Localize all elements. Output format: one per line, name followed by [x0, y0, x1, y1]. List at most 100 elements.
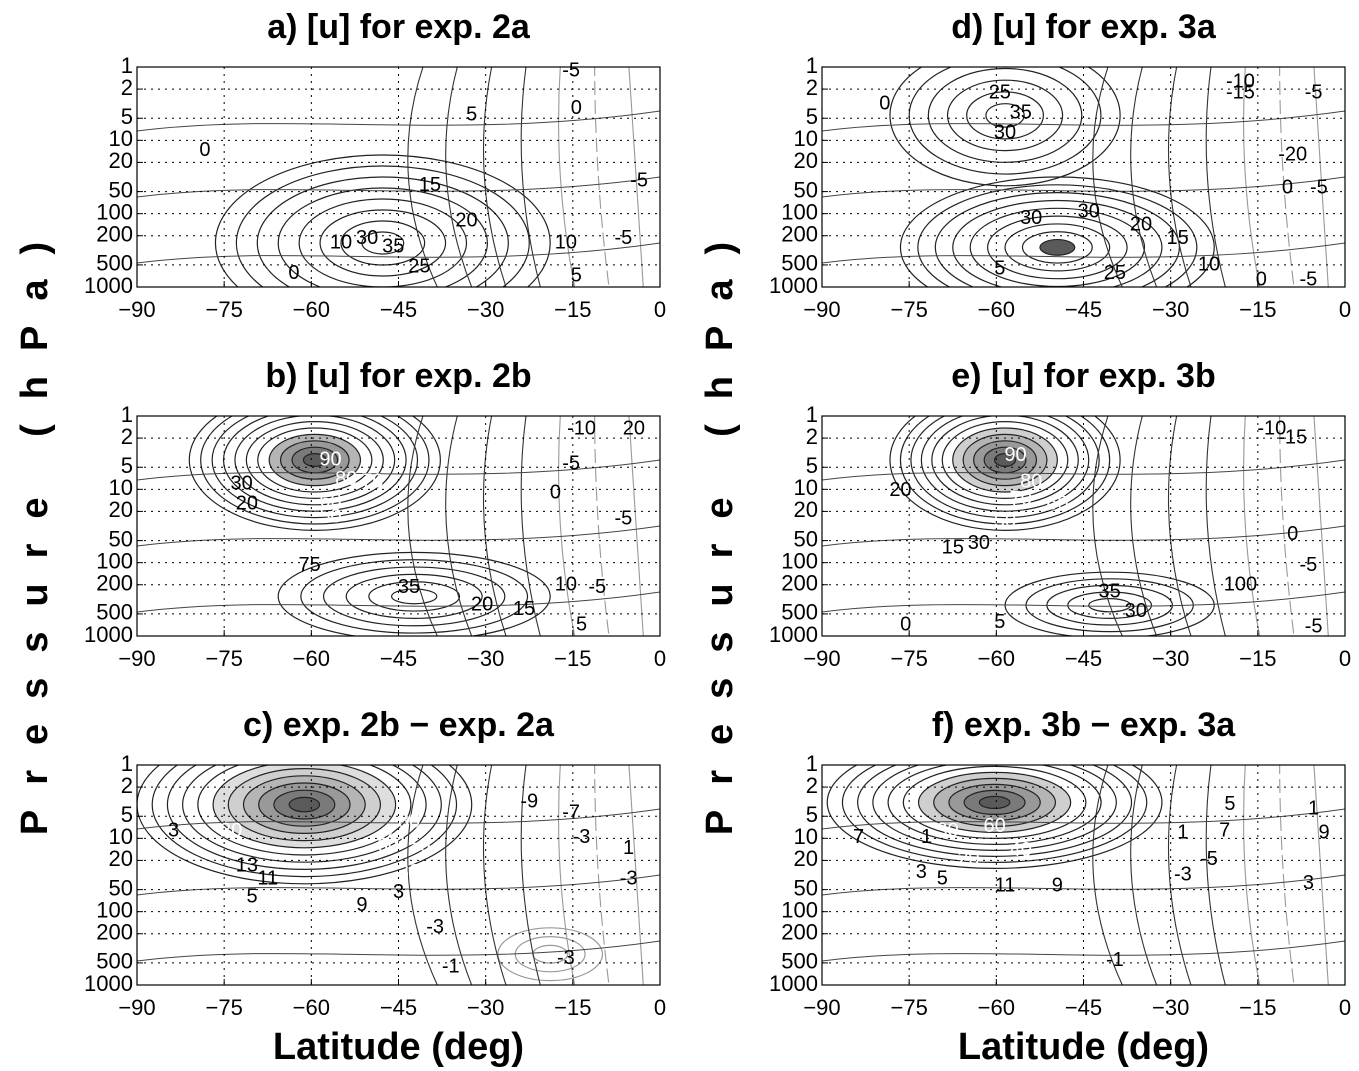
contour-line — [1092, 765, 1123, 985]
x-tick-label: 0 — [1339, 995, 1351, 1020]
y-tick-label: 2 — [121, 75, 133, 100]
contour-label: 3 — [393, 881, 404, 903]
contour-label: -1 — [442, 956, 460, 978]
contour-line — [558, 416, 576, 636]
contour-label: 3 — [168, 819, 179, 841]
y-tick-label: 100 — [781, 897, 818, 922]
y-tick-label: 20 — [109, 497, 133, 522]
x-tick-label: −30 — [1152, 297, 1189, 322]
contour-label: -5 — [1305, 82, 1323, 104]
contour-line — [899, 416, 1111, 525]
contour-line — [137, 459, 660, 481]
y-tick-label: 500 — [781, 949, 818, 974]
y-tick-label: 10 — [794, 126, 818, 151]
contour-label: 60 — [319, 490, 341, 512]
y-tick-label: 100 — [96, 548, 133, 573]
contour-line — [931, 416, 1079, 506]
contour-label: 20 — [220, 819, 242, 841]
contour-label: 0 — [199, 139, 210, 161]
contour-line — [826, 765, 1163, 869]
contour-line — [978, 795, 1011, 810]
y-tick-label: 5 — [806, 802, 818, 827]
x-tick-label: −60 — [293, 297, 330, 322]
y-tick-label: 10 — [794, 824, 818, 849]
contour-label: 10 — [555, 574, 577, 596]
contour-label: 30 — [1125, 600, 1147, 622]
x-tick-label: −15 — [554, 646, 591, 671]
contour-line — [1243, 765, 1261, 985]
contour-line — [245, 421, 384, 500]
contour-line — [822, 874, 1345, 896]
y-tick-label: 200 — [96, 222, 133, 247]
panel-title: e) [u] for exp. 3b — [951, 357, 1215, 395]
x-tick-label: −30 — [467, 646, 504, 671]
x-tick-label: −75 — [206, 297, 243, 322]
panel: c) exp. 2b − exp. 2a −90 −75 −60 −45 −30 −15 0 1… — [84, 706, 666, 1068]
contour-label: 5 — [466, 104, 477, 126]
y-tick-label: 1000 — [769, 273, 818, 298]
contour-line — [319, 209, 447, 277]
contour-line — [899, 176, 1215, 287]
panel: f) exp. 3b − exp. 3a −90 −75 −60 −45 −30 −15 0 1… — [769, 706, 1351, 1068]
y-tick-label: 1 — [806, 751, 818, 776]
contour-label: 1 — [1177, 821, 1188, 843]
contour-line — [257, 427, 373, 493]
y-tick-label: 100 — [781, 199, 818, 224]
plot-frame — [821, 415, 1346, 637]
contour-line — [1092, 67, 1123, 287]
y-tick-label: 1000 — [84, 622, 133, 647]
y-tick-label: 2 — [121, 424, 133, 449]
x-tick-label: −15 — [554, 297, 591, 322]
contour-line — [902, 765, 1087, 840]
contour-label: 5 — [571, 264, 582, 286]
contour-label: 75 — [298, 554, 320, 576]
contour-label: 80 — [398, 810, 420, 832]
contour-line — [822, 808, 1345, 830]
contour-line — [407, 765, 438, 985]
y-tick-label: 1 — [121, 402, 133, 427]
x-tick-label: −45 — [1065, 297, 1102, 322]
contour-line — [1205, 67, 1226, 287]
contour-line — [166, 765, 442, 870]
contour-label: 10 — [555, 231, 577, 253]
contour-label: 20 — [957, 848, 979, 870]
x-tick-label: −75 — [206, 995, 243, 1020]
contour-line — [300, 559, 529, 634]
y-tick-label: 200 — [96, 920, 133, 945]
contour-label: -10 — [567, 417, 596, 439]
y-tick-label: 20 — [794, 497, 818, 522]
y-tick-label: 2 — [806, 424, 818, 449]
contour-line — [558, 67, 576, 287]
x-tick-label: −90 — [803, 646, 840, 671]
contour-line — [908, 67, 1102, 175]
contour-label: -10 — [1226, 71, 1255, 93]
contour-line — [1279, 67, 1295, 287]
contour-line — [628, 765, 644, 985]
contour-label: 0 — [900, 613, 911, 635]
contour-line — [151, 765, 458, 878]
contour-line — [298, 198, 468, 287]
x-tick-label: −45 — [380, 297, 417, 322]
contour-label: -5 — [1299, 269, 1317, 291]
contour-line — [1039, 238, 1076, 256]
contour-label: 30 — [994, 121, 1016, 143]
contour-line — [1088, 598, 1132, 613]
y-tick-label: 500 — [96, 251, 133, 276]
contour-label: 1 — [623, 837, 634, 859]
contour-label: 15 — [419, 174, 441, 196]
plot-frame — [136, 415, 661, 637]
y-tick-label: 50 — [109, 875, 133, 900]
contour-label: -15 — [1226, 82, 1255, 104]
contour-line — [520, 765, 541, 985]
y-tick-label: 500 — [781, 251, 818, 276]
y-tick-label: 5 — [121, 453, 133, 478]
contour-label: 1 — [1308, 797, 1319, 819]
contour-label: -7 — [562, 802, 580, 824]
y-axis-label: Pressure (hPa) — [14, 217, 56, 835]
contour-line — [445, 67, 473, 287]
x-tick-label: −90 — [803, 995, 840, 1020]
contour-label: -5 — [630, 170, 648, 192]
contour-line — [1313, 416, 1329, 636]
contour-line — [889, 67, 1121, 187]
y-tick-label: 200 — [96, 571, 133, 596]
